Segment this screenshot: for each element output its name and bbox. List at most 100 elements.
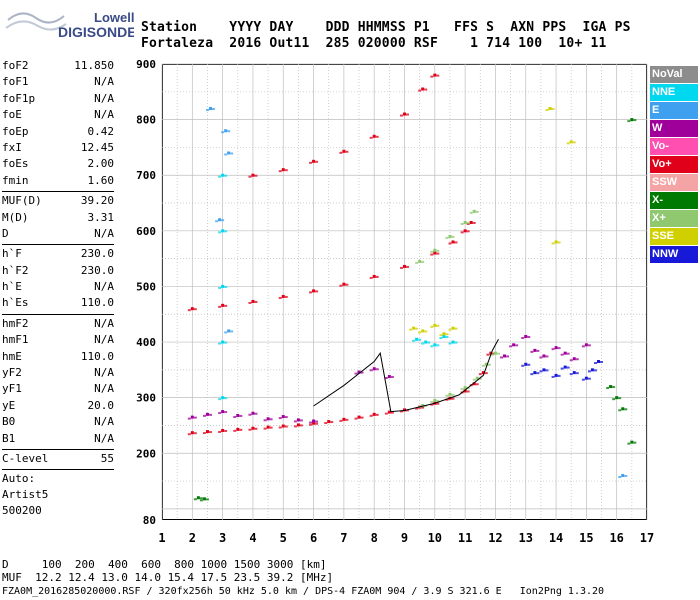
- point-sse: [442, 332, 446, 336]
- param-value: N/A: [94, 415, 114, 429]
- point-w-trail: [375, 368, 379, 371]
- param-value: 110.0: [80, 296, 114, 310]
- point-x--trail: [445, 394, 449, 397]
- point-x--trail: [612, 398, 616, 401]
- param-auto-label: Auto:: [2, 472, 36, 486]
- y-tick-label: 400: [136, 336, 156, 349]
- point-nne: [415, 337, 419, 341]
- x-tick-label: 5: [280, 531, 287, 545]
- point-sse-trail: [572, 141, 576, 144]
- point-x--trail: [633, 441, 637, 444]
- param-name: h`E: [2, 280, 22, 294]
- point-vo--trail: [239, 428, 243, 431]
- point-e-trail: [206, 108, 209, 111]
- point-vo--trail: [299, 424, 303, 427]
- param-row: fxI 12.45: [2, 140, 114, 156]
- point-w-trail: [263, 419, 267, 422]
- point-x--trail: [445, 236, 449, 239]
- point-nne-trail: [218, 231, 222, 234]
- point-nnw: [554, 373, 558, 377]
- point-w-trail: [539, 356, 543, 359]
- point-nne-trail: [427, 341, 431, 344]
- param-name: fxI: [2, 140, 22, 154]
- point-x-: [418, 259, 422, 263]
- point-vo--trail: [339, 151, 343, 154]
- legend-item-w: W: [650, 120, 698, 137]
- param-value: 0.42: [87, 124, 115, 138]
- point-vo--trail: [202, 432, 206, 435]
- param-row: yF1 N/A: [2, 381, 114, 397]
- point-vo--trail: [330, 421, 334, 424]
- point-vo-: [403, 408, 406, 412]
- point-vo--trail: [406, 409, 409, 412]
- point-nne-trail: [421, 342, 425, 345]
- point-vo--trail: [460, 231, 464, 234]
- point-vo--trail: [375, 275, 379, 278]
- point-nnw-trail: [560, 367, 564, 370]
- point-nne-trail: [418, 338, 422, 341]
- file-info-line: FZA0M_2016285020000.RSF / 320fx256h 50 k…: [2, 586, 605, 597]
- point-x--trail: [193, 498, 197, 501]
- point-w-trail: [239, 414, 243, 417]
- point-vo--trail: [436, 402, 440, 405]
- param-artist-version: 500200: [2, 504, 42, 518]
- point-vo-: [190, 431, 194, 435]
- point-w: [266, 417, 270, 421]
- point-vo--trail: [354, 417, 358, 420]
- point-x--trail: [451, 393, 455, 396]
- point-vo--trail: [187, 433, 191, 436]
- point-e: [209, 106, 212, 110]
- point-vo--trail: [315, 290, 319, 293]
- point-nnw: [584, 376, 588, 380]
- point-sse-trail: [409, 328, 413, 331]
- param-value: N/A: [94, 316, 114, 330]
- point-vo--trail: [218, 430, 222, 433]
- point-vo--trail: [263, 427, 267, 430]
- point-vo--trail: [445, 398, 449, 401]
- scaled-parameters-panel: foF2 11.850 foF1 N/A foF1p N/A foE N/A foEp 0.42 f…: [2, 58, 114, 519]
- param-row: foF2 11.850: [2, 58, 114, 74]
- param-value: N/A: [94, 382, 114, 396]
- point-nne-trail: [412, 339, 416, 342]
- param-name: MUF(D): [2, 194, 42, 208]
- x-tick-label: 7: [340, 531, 347, 545]
- point-vo-: [281, 168, 285, 172]
- point-w-trail: [202, 414, 206, 417]
- x-tick-label: 9: [401, 531, 408, 545]
- point-w-trail: [278, 417, 282, 420]
- param-row: D N/A: [2, 226, 114, 242]
- point-vo-: [221, 428, 225, 432]
- point-nne-trail: [448, 342, 452, 345]
- point-x-: [196, 496, 200, 500]
- point-vo--trail: [208, 431, 212, 434]
- point-x-: [421, 403, 425, 407]
- param-value: 11.850: [74, 59, 114, 72]
- point-vo--trail: [248, 175, 252, 178]
- param-name: hmF2: [2, 316, 29, 330]
- point-x--trail: [451, 235, 455, 238]
- point-vo--trail: [384, 412, 388, 415]
- point-nne: [433, 343, 437, 347]
- point-w-trail: [284, 416, 288, 419]
- point-sse: [412, 326, 416, 330]
- legend-item-sse: SSE: [650, 228, 698, 245]
- param-name: yE: [2, 398, 16, 412]
- param-separator: [2, 244, 114, 246]
- point-x--trail: [612, 386, 616, 389]
- point-sse-trail: [454, 327, 458, 330]
- point-x--trail: [490, 353, 494, 356]
- point-e-trail: [212, 107, 215, 110]
- point-vo--trail: [278, 296, 282, 299]
- x-tick-label: 14: [549, 531, 563, 545]
- point-w-trail: [315, 420, 319, 423]
- point-x-: [493, 351, 497, 355]
- point-w-trail: [299, 419, 303, 422]
- point-nnw-trail: [551, 375, 555, 378]
- point-sse-trail: [448, 328, 452, 331]
- point-vo--trail: [400, 114, 403, 117]
- x-tick-label: 6: [310, 531, 317, 545]
- point-nne: [451, 340, 455, 344]
- point-w-trail: [293, 420, 297, 423]
- point-vo--trail: [309, 291, 313, 294]
- point-vo--trail: [324, 422, 328, 425]
